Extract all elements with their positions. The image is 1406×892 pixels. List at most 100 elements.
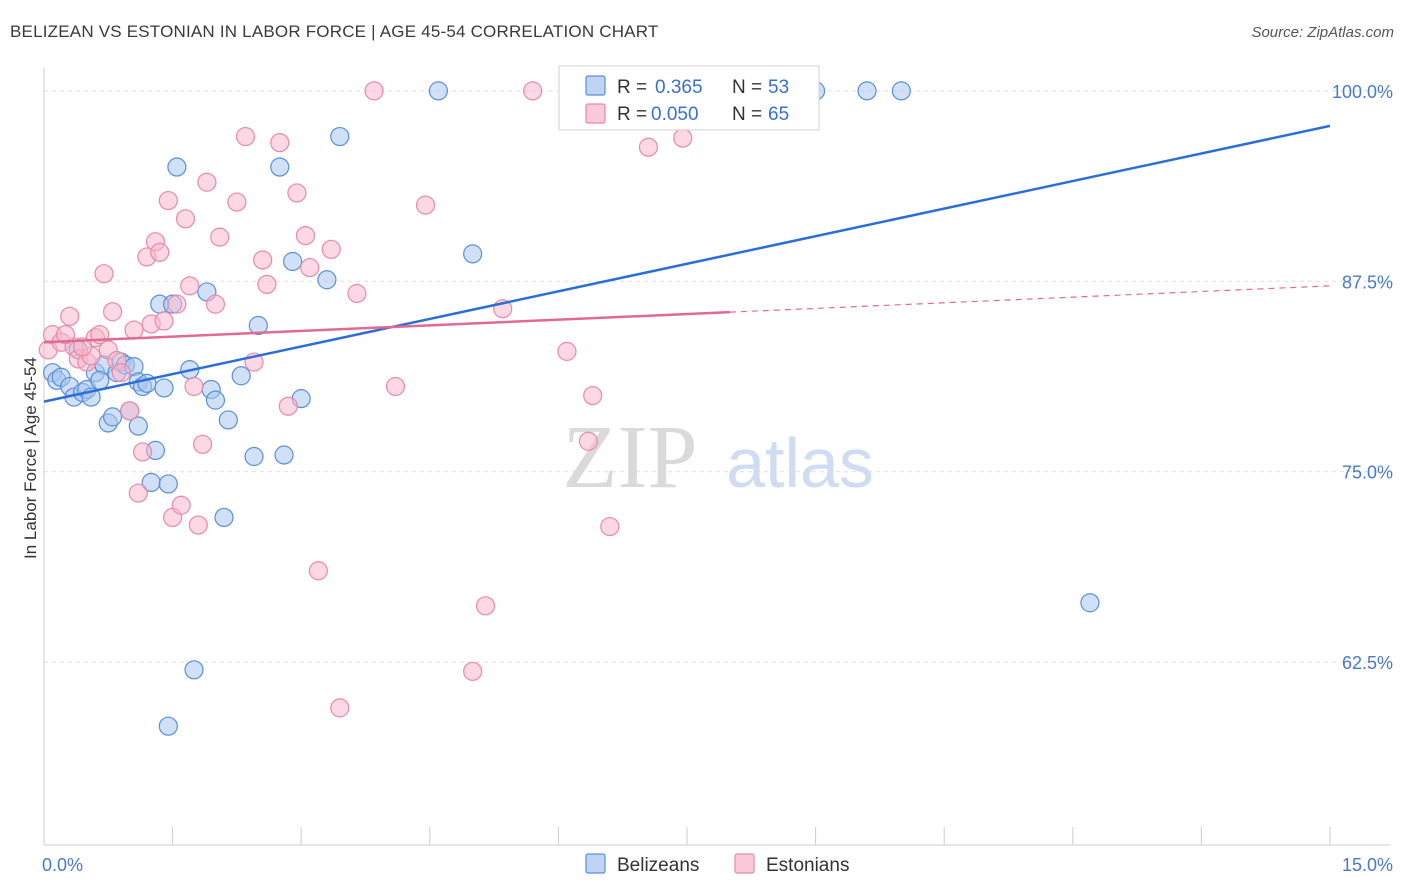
chart-source: Source: ZipAtlas.com <box>1251 24 1394 41</box>
point-estonians <box>184 376 204 397</box>
watermark: ZIP atlas <box>563 408 874 507</box>
point-estonians <box>171 495 191 515</box>
point-estonians <box>330 698 350 718</box>
point-estonians <box>300 257 320 278</box>
point-belizeans <box>857 81 877 101</box>
point-estonians <box>193 434 213 454</box>
point-belizeans <box>158 716 178 736</box>
point-estonians <box>463 661 483 681</box>
x-tick-label: 0.0% <box>42 855 83 875</box>
watermark-zip: ZIP <box>563 408 698 507</box>
point-estonians <box>128 483 148 503</box>
point-estonians <box>295 225 316 246</box>
point-estonians <box>132 442 153 462</box>
point-estonians <box>72 337 93 357</box>
point-estonians <box>197 172 217 192</box>
point-estonians <box>385 376 406 397</box>
point-belizeans <box>1080 593 1100 613</box>
point-estonians <box>364 81 384 101</box>
point-belizeans <box>205 390 226 410</box>
y-axis-label: In Labor Force | Age 45-54 <box>21 357 40 559</box>
point-belizeans <box>128 416 148 436</box>
legend-label-belizeans: Belizeans <box>617 855 699 876</box>
point-estonians <box>120 401 140 421</box>
point-estonians <box>188 515 208 535</box>
watermark-atlas: atlas <box>726 424 874 502</box>
point-belizeans <box>428 81 448 101</box>
point-estonians <box>60 306 80 326</box>
point-belizeans <box>317 270 337 290</box>
chart-title: BELIZEAN VS ESTONIAN IN LABOR FORCE | AG… <box>10 22 659 41</box>
trend-line-estonians-dashed <box>729 285 1331 313</box>
x-tick-labels: 0.0% 15.0% <box>42 855 1393 875</box>
point-estonians <box>278 396 298 416</box>
point-belizeans <box>231 366 251 386</box>
point-estonians <box>210 227 230 247</box>
stats-r-value-belizeans: 0.365 <box>655 77 703 98</box>
point-estonians <box>600 516 620 537</box>
stats-r-label-belizeans: R = <box>617 77 647 98</box>
y-tick-label: 100.0% <box>1332 82 1393 102</box>
point-estonians <box>158 190 178 211</box>
legend-swatch-belizeans <box>585 853 606 874</box>
point-belizeans <box>184 660 204 680</box>
point-estonians <box>124 320 144 340</box>
point-estonians <box>347 283 367 304</box>
point-estonians <box>321 239 341 259</box>
point-belizeans <box>102 407 123 427</box>
point-estonians <box>205 294 226 314</box>
point-belizeans <box>330 126 350 147</box>
point-belizeans <box>167 157 187 177</box>
point-belizeans <box>158 474 178 494</box>
axes-layer <box>43 68 1390 846</box>
stats-n-value-estonians: 65 <box>768 104 789 125</box>
trend-layer <box>43 124 1331 403</box>
stats-n-value-belizeans: 53 <box>768 77 789 98</box>
point-estonians <box>167 294 187 314</box>
point-belizeans <box>283 251 303 272</box>
point-belizeans <box>274 445 294 465</box>
point-estonians <box>578 431 599 451</box>
point-belizeans <box>90 370 110 390</box>
y-tick-label: 87.5% <box>1342 272 1393 292</box>
point-estonians <box>673 128 693 148</box>
point-estonians <box>270 133 290 153</box>
stats-swatch-estonians <box>585 103 606 124</box>
stats-n-label-belizeans: N = <box>732 77 762 98</box>
point-estonians <box>523 81 543 101</box>
stats-r-value-estonians: 0.050 <box>651 104 699 125</box>
point-estonians <box>150 242 170 262</box>
point-estonians <box>175 209 196 229</box>
stats-r-label-estonians: R = <box>617 104 647 125</box>
y-tick-label: 75.0% <box>1342 463 1393 483</box>
point-estonians <box>257 274 277 294</box>
stats-swatch-belizeans <box>585 75 606 96</box>
point-estonians <box>235 126 256 147</box>
y-tick-label: 62.5% <box>1342 653 1393 673</box>
point-belizeans <box>270 157 290 177</box>
point-estonians <box>638 137 659 157</box>
point-estonians <box>180 276 200 296</box>
point-estonians <box>55 325 76 345</box>
point-estonians <box>227 192 247 212</box>
legend-swatch-estonians <box>734 853 755 874</box>
point-estonians <box>111 363 131 383</box>
point-estonians <box>415 195 436 215</box>
point-estonians <box>154 311 174 331</box>
point-belizeans <box>248 315 268 336</box>
point-estonians <box>308 561 328 581</box>
point-estonians <box>94 264 114 284</box>
point-estonians <box>253 250 273 270</box>
point-estonians <box>583 385 603 406</box>
point-belizeans <box>154 378 174 398</box>
stats-legend: R = 0.365 N = 53 R = 0.050 N = 65 <box>558 65 820 131</box>
x-tick-label: 15.0% <box>1342 855 1393 875</box>
legend-label-estonians: Estonians <box>766 855 849 876</box>
point-belizeans <box>463 244 483 264</box>
y-tick-labels: 100.0% 87.5% 75.0% 62.5% <box>1332 82 1393 673</box>
point-estonians <box>557 341 577 361</box>
point-belizeans <box>214 507 234 528</box>
point-estonians <box>287 183 307 203</box>
point-belizeans <box>891 81 911 101</box>
